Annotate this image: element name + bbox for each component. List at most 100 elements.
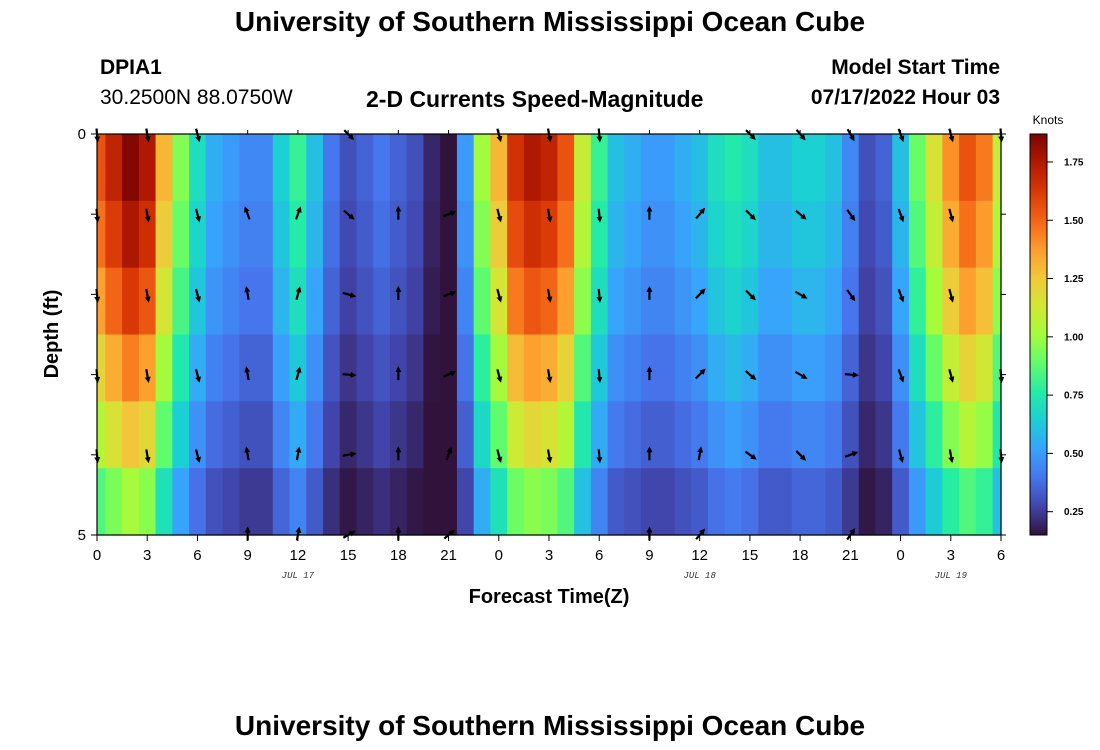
- current-vector-arrow: [948, 208, 955, 223]
- heatmap-cell: [708, 267, 726, 336]
- x-tick-label: 3: [947, 547, 955, 564]
- heatmap-cell: [724, 200, 743, 269]
- heatmap-cell: [875, 401, 893, 469]
- heatmap-cell: [155, 468, 173, 536]
- heatmap-cell: [925, 468, 944, 536]
- heatmap-cell: [641, 401, 659, 469]
- heatmap-cell: [574, 134, 592, 202]
- heatmap-cell: [306, 134, 324, 202]
- heatmap-cell: [875, 267, 893, 336]
- current-vector-arrow: [948, 369, 955, 383]
- heatmap-cell: [841, 401, 860, 469]
- heatmap-cell: [975, 200, 994, 269]
- heatmap-cell: [708, 334, 726, 402]
- heatmap-cell: [975, 334, 994, 402]
- heatmap-cell: [239, 334, 257, 402]
- current-vector-arrow: [844, 451, 859, 458]
- current-vector-arrow: [144, 368, 151, 383]
- heatmap-cell: [540, 401, 558, 469]
- heatmap-cell: [607, 401, 625, 469]
- heatmap-cell: [942, 134, 960, 202]
- heatmap-cell: [590, 401, 609, 469]
- heatmap-cell: [473, 267, 492, 336]
- x-tick-label: 15: [742, 547, 759, 564]
- heatmap-cell: [339, 334, 358, 402]
- current-vector-arrow: [744, 450, 757, 460]
- heatmap-cell: [189, 134, 207, 202]
- heatmap-cell: [456, 200, 475, 269]
- heatmap-cell: [875, 134, 893, 202]
- heatmap-cell: [892, 200, 910, 269]
- heatmap-cell: [97, 468, 106, 536]
- heatmap-cell: [105, 134, 123, 202]
- heatmap-cell: [691, 267, 709, 336]
- heatmap-cell: [105, 267, 123, 336]
- heatmap-cell: [975, 267, 994, 336]
- heatmap-cell: [657, 267, 676, 336]
- colorbar-tick-label: 1.25: [1064, 274, 1084, 285]
- heatmap-cell: [691, 468, 709, 536]
- current-vector-arrow: [794, 370, 808, 379]
- heatmap-cell: [523, 401, 542, 469]
- y-tick-label: 5: [78, 527, 86, 544]
- heatmap-cell: [641, 267, 659, 336]
- heatmap-cell: [122, 267, 140, 336]
- current-vector-arrow: [343, 209, 355, 220]
- heatmap-cell: [775, 468, 793, 536]
- heatmap-cell: [373, 200, 391, 269]
- heatmap-cell: [992, 334, 1002, 402]
- heatmap-cell: [791, 468, 810, 536]
- heatmap-cell: [406, 401, 425, 469]
- heatmap-cell: [473, 134, 492, 202]
- heatmap-cell: [323, 334, 341, 402]
- x-tick-label: 9: [243, 547, 251, 564]
- x-tick-label: 6: [193, 547, 201, 564]
- heatmap-cell: [925, 334, 944, 402]
- heatmap-cell: [272, 334, 291, 402]
- heatmap-cell: [189, 267, 207, 336]
- current-vector-arrow: [342, 371, 357, 378]
- current-vector-arrow: [744, 370, 757, 381]
- heatmap-cell: [256, 401, 274, 469]
- heatmap-cell: [507, 334, 525, 402]
- footer-title: University of Southern Mississippi Ocean…: [234, 710, 866, 741]
- heatmap-cell: [272, 134, 291, 202]
- heatmap-cell: [172, 200, 190, 269]
- heatmap-cell: [892, 267, 910, 336]
- heatmap-cell: [222, 468, 240, 536]
- heatmap-cell: [858, 401, 877, 469]
- heatmap-cell: [323, 267, 341, 336]
- current-vector-arrow: [194, 288, 201, 303]
- heatmap-cell: [841, 267, 860, 336]
- heatmap-cell: [373, 134, 391, 202]
- current-vector-arrow: [194, 369, 201, 383]
- current-vector-arrow: [295, 446, 302, 461]
- heatmap-cell: [892, 134, 910, 202]
- heatmap-cell: [691, 134, 709, 202]
- heatmap-cell: [423, 267, 441, 336]
- heatmap-cell: [557, 468, 575, 536]
- current-vector-arrow: [194, 449, 201, 464]
- heatmap-cell: [289, 401, 307, 469]
- current-vector-arrow: [144, 288, 151, 303]
- heatmap-cell: [356, 401, 374, 469]
- station-id: DPIA1: [100, 56, 162, 79]
- heatmap-cell: [607, 468, 625, 536]
- current-vector-arrow: [596, 449, 603, 464]
- heatmap-cell: [239, 134, 257, 202]
- heatmap-cell: [523, 200, 542, 269]
- heatmap-cell: [222, 267, 240, 336]
- heatmap-cell: [641, 134, 659, 202]
- heatmap-cell: [122, 134, 140, 202]
- heatmap-cell: [389, 334, 408, 402]
- heatmap-cell: [791, 200, 810, 269]
- heatmap-cell: [205, 267, 224, 336]
- heatmap-cell: [624, 134, 642, 202]
- current-vector-arrow: [596, 369, 603, 384]
- heatmap-cell: [791, 401, 810, 469]
- colorbar-title: Knots: [1033, 113, 1064, 127]
- heatmap-cell: [841, 200, 860, 269]
- heatmap-cell: [323, 200, 341, 269]
- heatmap-cell: [256, 134, 274, 202]
- heatmap-cell: [791, 267, 810, 336]
